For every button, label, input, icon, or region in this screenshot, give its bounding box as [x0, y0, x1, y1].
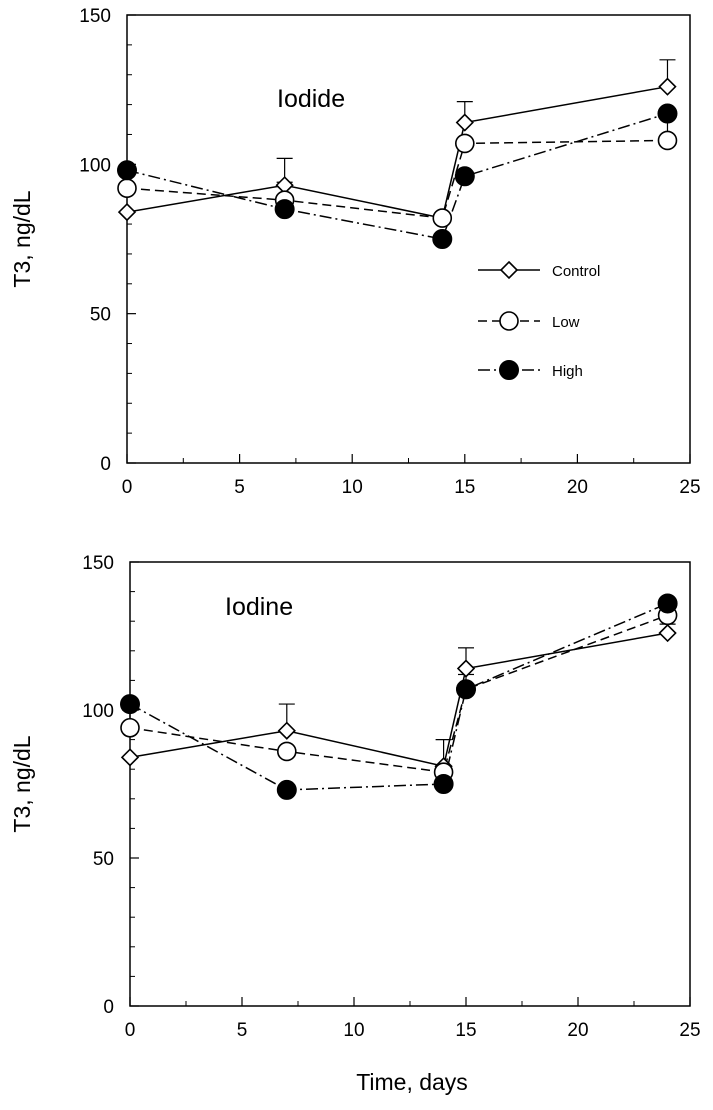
legend-label-low: Low — [552, 314, 580, 331]
x-tick-label: 0 — [122, 477, 133, 498]
x-tick-label: 10 — [342, 477, 363, 498]
x-tick-label: 15 — [454, 477, 475, 498]
data-point-low — [120, 717, 140, 738]
x-tick-label: 10 — [343, 1020, 364, 1041]
y-axis-title: T3, ng/dL — [9, 735, 35, 832]
series-line-control — [129, 632, 668, 768]
data-point-high — [657, 103, 678, 124]
y-tick-label: 0 — [100, 454, 111, 475]
x-tick-label: 0 — [125, 1020, 136, 1041]
series-line-high — [129, 602, 668, 791]
data-point-control — [658, 77, 677, 96]
data-point-high — [276, 779, 297, 800]
y-tick-label: 50 — [93, 849, 114, 870]
chart-iodide: 0 5 10 15 20 25 0 50 100 150 T3, ng/dL Iodide Contro… — [9, 6, 701, 498]
plot-frame — [126, 14, 691, 464]
series-line-high — [126, 112, 668, 240]
data-point-control — [455, 113, 474, 132]
plot-frame — [129, 561, 691, 1007]
data-point-high — [454, 166, 475, 187]
data-point-low — [432, 208, 453, 228]
x-axis-title: Time, days — [356, 1069, 468, 1095]
data-point-low — [117, 178, 137, 199]
data-point-low — [454, 133, 475, 154]
data-point-control — [120, 748, 140, 767]
panel-title: Iodine — [225, 593, 293, 621]
data-point-control — [277, 721, 296, 740]
legend-label-high: High — [552, 363, 583, 380]
legend-marker-high — [499, 360, 519, 380]
series-line-low — [126, 139, 668, 219]
data-point-high — [456, 679, 476, 700]
data-point-high — [117, 160, 137, 181]
legend-label-control: Control — [552, 263, 600, 280]
legend-marker-control — [499, 260, 519, 280]
y-tick-label: 0 — [103, 997, 114, 1018]
x-tick-label: 25 — [679, 477, 700, 498]
y-tick-label: 100 — [82, 701, 114, 722]
data-point-high — [432, 229, 453, 249]
data-point-low — [657, 130, 678, 151]
data-point-control — [456, 659, 476, 678]
panel-title: Iodide — [277, 85, 345, 113]
x-tick-label: 15 — [455, 1020, 476, 1041]
x-tick-label: 20 — [567, 477, 588, 498]
data-point-low — [276, 741, 297, 762]
data-point-control — [117, 202, 137, 222]
data-point-high — [657, 593, 678, 614]
x-tick-label: 20 — [567, 1020, 588, 1041]
legend-marker-low — [499, 311, 519, 331]
data-point-high — [274, 199, 295, 220]
y-tick-label: 100 — [79, 155, 111, 176]
chart-iodine: 0 5 10 15 20 25 0 50 100 150 T3, ng/dL Iodine — [9, 553, 701, 1041]
series-line-control — [126, 85, 668, 219]
y-tick-label: 150 — [82, 553, 114, 574]
y-tick-label: 150 — [79, 6, 111, 27]
y-tick-label: 50 — [90, 305, 111, 326]
x-tick-label: 5 — [237, 1020, 248, 1041]
data-point-high — [433, 774, 454, 794]
x-tick-label: 25 — [679, 1020, 700, 1041]
data-point-control — [658, 623, 677, 643]
y-axis-title: T3, ng/dL — [9, 190, 35, 287]
data-point-high — [120, 694, 140, 715]
x-tick-label: 5 — [234, 477, 245, 498]
